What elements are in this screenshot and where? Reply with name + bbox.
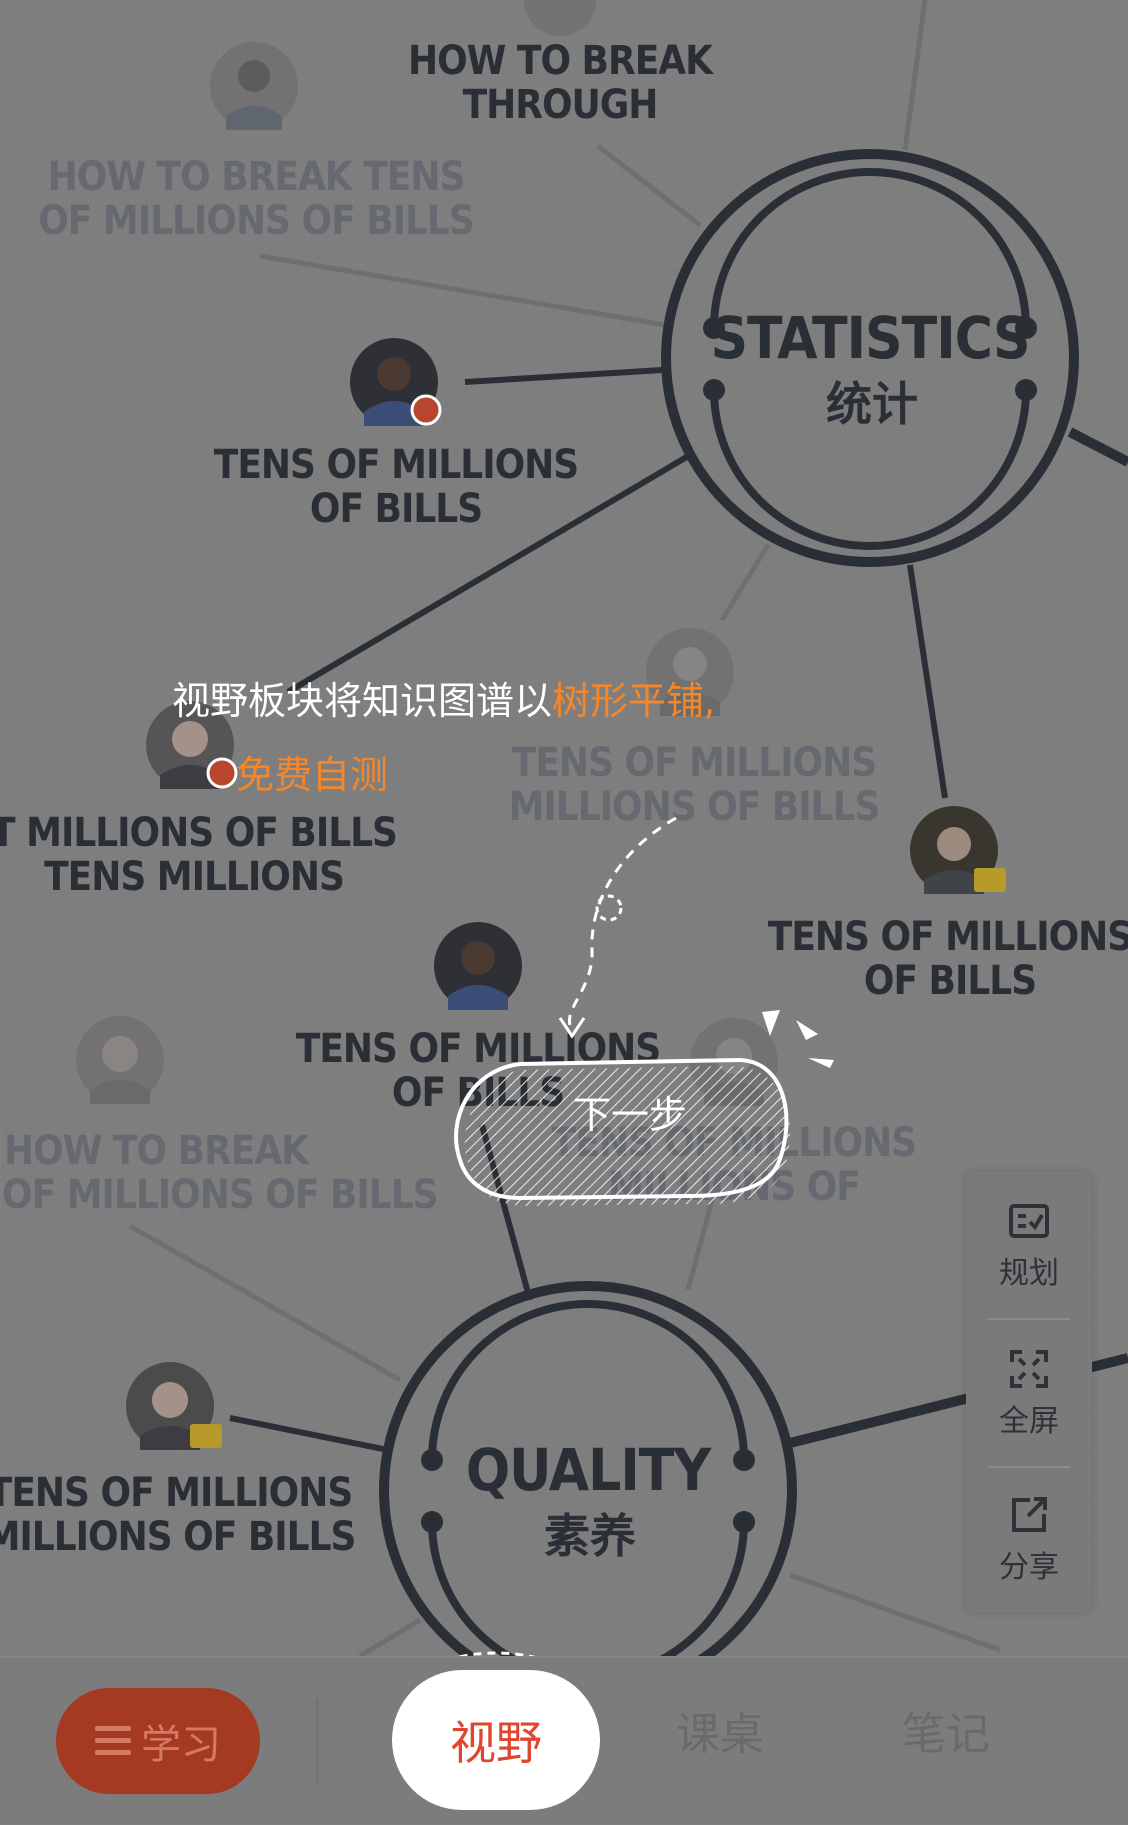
next-step-button[interactable]: 下一步	[454, 1057, 791, 1206]
guide-text-highlight: 树形平铺,	[552, 679, 715, 723]
guide-text-line2: 免费自测	[236, 753, 388, 797]
plan-button[interactable]: 规划	[966, 1172, 1092, 1318]
tab-notes[interactable]: 笔记	[902, 1698, 990, 1762]
fullscreen-label: 全屏	[999, 1404, 1059, 1439]
hub-statistics-subtitle: 统计	[826, 377, 918, 431]
avatar	[910, 806, 1006, 894]
avatar	[76, 1016, 164, 1104]
avatar	[146, 701, 238, 789]
node-t-millions[interactable]: T MILLIONS OF BILLS TENS MILLIONS	[0, 810, 398, 900]
divider	[988, 1466, 1070, 1468]
node-label: HOW TO BREAK	[4, 1128, 310, 1174]
node-label: T MILLIONS OF BILLS	[0, 810, 397, 856]
hub-statistics-title: STATISTICS	[710, 304, 1029, 372]
node-tens-of-millions-right[interactable]: TENS OF MILLIONS OF BILLS	[768, 914, 1128, 1004]
node-label: TENS OF MILLIONS	[0, 1470, 352, 1516]
hub-quality-title: QUALITY	[466, 1436, 713, 1504]
node-label: HOW TO BREAK	[408, 38, 714, 84]
star-badge-icon	[206, 757, 238, 789]
tab-view-label: 视野	[450, 1716, 542, 1770]
node-label: TENS OF MILLIONS	[512, 740, 876, 786]
hub-quality-subtitle: 素养	[544, 1509, 636, 1563]
divider	[988, 1318, 1070, 1320]
node-how-to-break-through[interactable]: HOW TO BREAK THROUGH	[408, 38, 715, 128]
node-label: OF BILLS	[864, 958, 1036, 1004]
share-label: 分享	[999, 1550, 1059, 1585]
fullscreen-button[interactable]: 全屏	[966, 1320, 1092, 1466]
tab-desk-label: 课桌	[676, 1709, 764, 1760]
menu-icon	[95, 1726, 131, 1756]
guide-text-plain: 视野板块将知识图谱以	[172, 679, 552, 723]
sparkle-icon	[762, 1010, 834, 1068]
node-label: TENS OF MILLIONS	[214, 442, 578, 488]
plan-label: 规划	[999, 1256, 1059, 1291]
avatar	[524, 0, 596, 36]
node-label: TENS MILLIONS	[44, 854, 344, 900]
node-how-to-break-tens[interactable]: HOW TO BREAK TENS OF MILLIONS OF BILLS	[38, 154, 475, 244]
guide-text-line1: 视野板块将知识图谱以树形平铺,	[172, 679, 715, 723]
node-label: MILLIONS OF BILLS	[509, 784, 880, 830]
star-badge-icon	[410, 394, 442, 426]
node-label: TENS OF MILLIONS	[768, 914, 1128, 960]
plan-checklist-icon	[1009, 1204, 1049, 1238]
node-label: MILLIONS OF BILLS	[0, 1514, 355, 1560]
tab-view[interactable]: 视野	[392, 1670, 600, 1810]
avatar	[210, 42, 298, 130]
node-tens-of-millions-dim[interactable]: TENS OF MILLIONS MILLIONS OF BILLS	[509, 740, 881, 830]
next-step-label: 下一步	[573, 1093, 687, 1137]
plan-badge-icon	[190, 1424, 222, 1448]
guide-arrow-icon	[558, 816, 677, 1039]
tab-notes-label: 笔记	[902, 1709, 990, 1760]
node-label: THROUGH	[463, 82, 658, 128]
study-label: 学习	[141, 1722, 221, 1768]
avatar	[350, 338, 442, 426]
node-label: HOW TO BREAK TENS	[48, 154, 465, 200]
node-tens-of-millions-bottom-left[interactable]: TENS OF MILLIONS MILLIONS OF BILLS	[0, 1470, 356, 1560]
node-label: OF BILLS	[310, 486, 482, 532]
avatar	[434, 922, 522, 1010]
share-button[interactable]: 分享	[966, 1466, 1092, 1612]
fullscreen-icon	[1010, 1350, 1048, 1388]
node-tens-of-millions[interactable]: TENS OF MILLIONS OF BILLS	[214, 442, 579, 532]
tab-desk[interactable]: 课桌	[676, 1698, 764, 1762]
hub-quality[interactable]: QUALITY 素养	[379, 1281, 797, 1699]
study-menu-button[interactable]: 学习	[56, 1688, 260, 1794]
node-label: OF MILLIONS OF BILLS	[38, 198, 474, 244]
divider	[316, 1698, 319, 1784]
node-label: OF MILLIONS OF BILLS	[2, 1172, 438, 1218]
share-icon	[1012, 1497, 1047, 1532]
plan-badge-icon	[974, 868, 1006, 892]
avatar	[126, 1362, 222, 1450]
bottom-nav: 学习 视野 课桌 笔记	[0, 1656, 1128, 1823]
node-how-to-break-left[interactable]: HOW TO BREAK OF MILLIONS OF BILLS	[2, 1128, 439, 1218]
hub-statistics[interactable]: STATISTICS 统计	[661, 149, 1079, 567]
avatar	[646, 628, 734, 716]
floating-toolbar: 规划 全屏 分享	[966, 1172, 1092, 1612]
